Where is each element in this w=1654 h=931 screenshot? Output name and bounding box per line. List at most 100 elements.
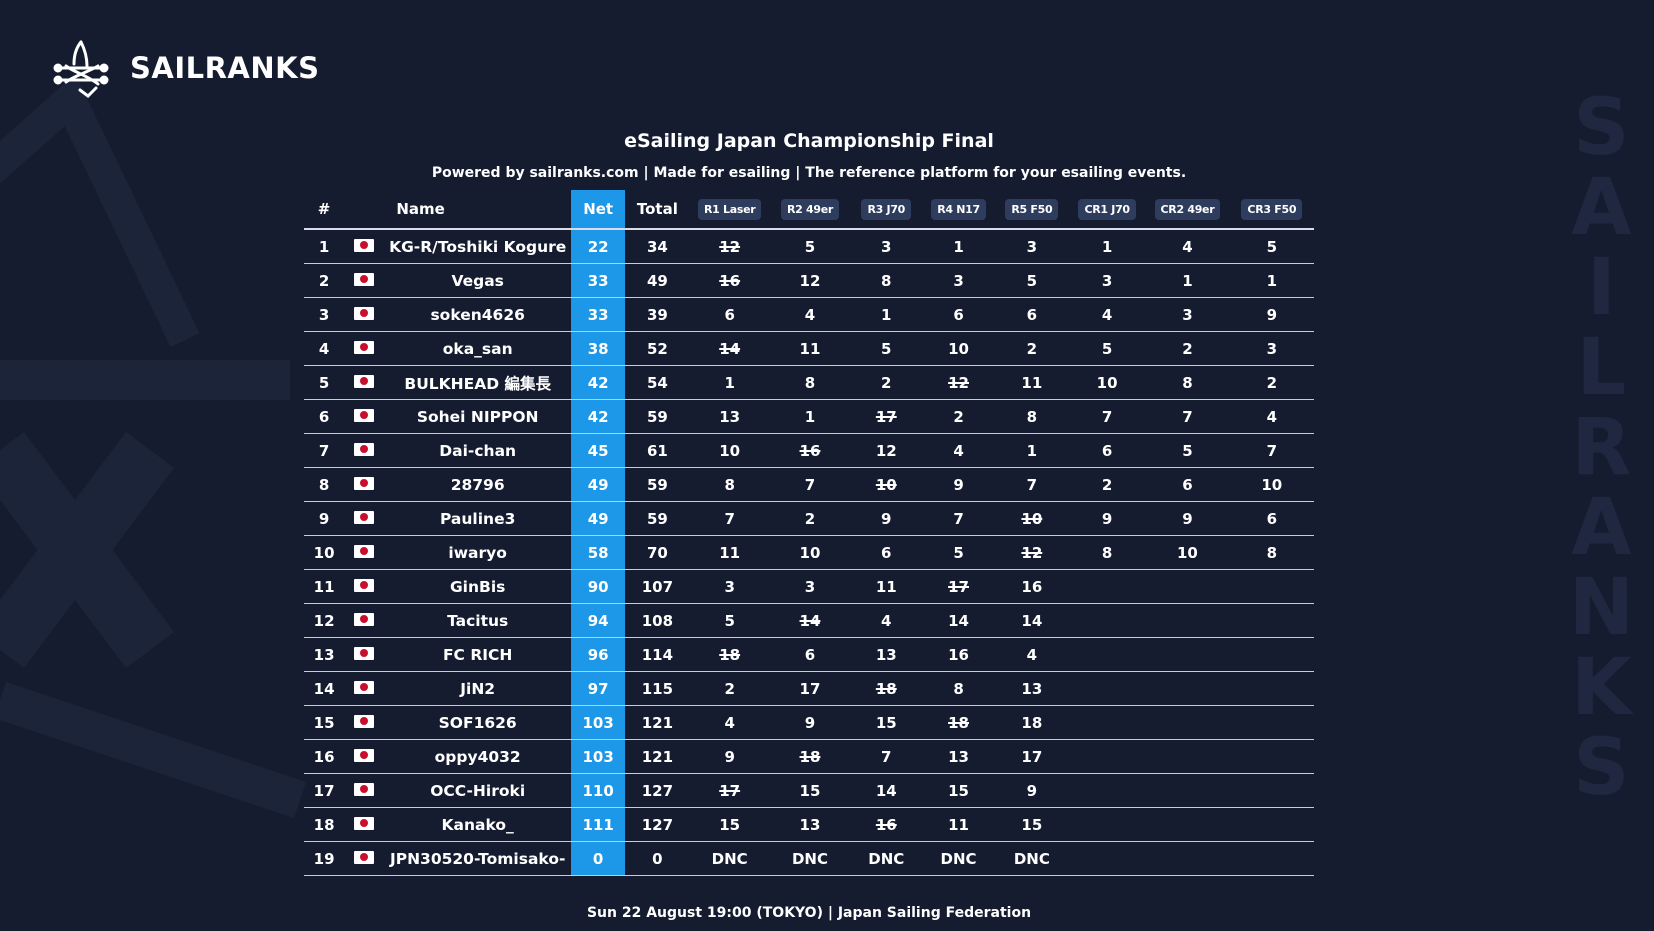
flag-cell [344,433,385,468]
race-score: 1 [1101,237,1113,256]
table-row[interactable]: 9 Pauline3 49 59 7 2 9 7 10 9 9 6 [304,501,1314,536]
table-row[interactable]: 1 KG-R/Toshiki Kogure 22 34 12 5 3 1 3 1 4 5 [304,229,1314,264]
race-cell: 6 [1068,433,1146,468]
flag-cell [344,399,385,434]
race-score: 12 [875,441,897,460]
net-cell: 103 [571,705,626,740]
race-score: 2 [724,679,735,698]
table-row[interactable]: 8 28796 49 59 8 7 10 9 7 2 6 10 [304,467,1314,502]
name-header[interactable]: Name [384,190,572,230]
discarded-score: 16 [719,271,741,290]
rank-cell: 12 [304,603,345,638]
race-score: 15 [948,781,969,800]
race-header[interactable]: R1 Laser [689,190,770,230]
race-cell: 1 [922,229,995,264]
total-cell: 59 [625,399,690,434]
race-cell: 2 [1068,467,1146,502]
flag-cell [344,297,385,332]
race-cell: 6 [1229,501,1314,536]
race-score: 3 [724,577,735,596]
net-header[interactable]: Net [571,190,626,230]
table-row[interactable]: 10 iwaryo 58 70 11 10 6 5 12 8 10 8 [304,535,1314,570]
table-row[interactable]: 15 SOF1626 103 121 4 9 15 18 18 [304,705,1314,740]
rank-header[interactable]: # [304,190,345,230]
table-row[interactable]: 4 oka_san 38 52 14 11 5 10 2 5 2 3 [304,331,1314,366]
race-cell: 3 [1145,297,1230,332]
table-row[interactable]: 17 OCC-Hiroki 110 127 17 15 14 15 9 [304,773,1314,808]
japan-flag-icon [354,850,375,864]
race-score: 7 [724,509,735,528]
page-subtitle: Powered by sailranks.com | Made for esai… [431,165,1187,181]
race-cell [1145,671,1230,706]
rank-cell: 7 [304,433,345,468]
race-cell: 7 [769,467,851,502]
table-row[interactable]: 18 Kanako_ 111 127 15 13 16 11 15 [304,807,1314,842]
race-cell: 4 [1068,297,1146,332]
race-score: 5 [804,237,816,256]
discarded-score: 17 [875,407,897,426]
race-cell: DNC [850,841,923,876]
race-cell: 5 [689,603,770,638]
race-score: 6 [724,305,735,324]
name-cell: Tacitus [384,603,572,638]
race-header[interactable]: R4 N17 [922,190,995,230]
race-cell [1229,637,1314,672]
name-cell: Vegas [384,263,572,298]
race-pill: R2 49er [780,198,839,220]
race-header[interactable]: R3 J70 [850,190,923,230]
race-cell: 1 [1145,263,1230,298]
race-score: 14 [875,781,897,800]
japan-flag-icon [354,544,375,558]
total-header[interactable]: Total [625,190,690,230]
table-row[interactable]: 3 soken4626 33 39 6 4 1 6 6 4 3 9 [304,297,1314,332]
race-cell: 17 [769,671,851,706]
race-header[interactable]: R2 49er [769,190,851,230]
race-score: 10 [948,339,969,358]
name-cell: oppy4032 [384,739,572,774]
table-row[interactable]: 11 GinBis 90 107 3 3 11 17 16 [304,569,1314,604]
race-score: 2 [1266,373,1278,392]
japan-flag-icon [354,714,375,728]
table-row[interactable]: 19 JPN30520-Tomisako- 0 0 DNC DNC DNC DNC DNC [304,841,1314,876]
table-row[interactable]: 2 Vegas 33 49 16 12 8 3 5 3 1 1 [304,263,1314,298]
brand-logo[interactable]: SAILRANKS [52,38,320,98]
name-cell: Dai-chan [384,433,572,468]
race-header[interactable]: CR2 49er [1145,190,1230,230]
race-score: 4 [724,713,735,732]
race-cell: 3 [922,263,995,298]
race-cell: 8 [850,263,923,298]
net-cell: 49 [571,467,626,502]
table-row[interactable]: 13 FC RICH 96 114 18 6 13 16 4 [304,637,1314,672]
race-cell [1068,671,1146,706]
race-header[interactable]: CR3 F50 [1229,190,1314,230]
race-header[interactable]: CR1 J70 [1068,190,1146,230]
table-row[interactable]: 5 BULKHEAD 編集長 42 54 1 8 2 12 11 10 8 2 [304,365,1314,400]
japan-flag-icon [354,374,375,388]
race-score: DNC [711,849,748,868]
event-footer: Sun 22 August 19:00 (TOKYO) | Japan Sail… [586,905,1032,921]
race-cell [1068,705,1146,740]
race-cell: 10 [769,535,851,570]
race-header[interactable]: R5 F50 [994,190,1069,230]
flag-cell [344,365,385,400]
side-watermark-letter: I [1586,243,1616,333]
race-cell [1068,637,1146,672]
race-cell: 16 [994,569,1069,604]
total-cell: 127 [625,807,690,842]
race-cell: 11 [769,331,851,366]
race-cell [1145,603,1230,638]
table-row[interactable]: 6 Sohei NIPPON 42 59 13 1 17 2 8 7 7 4 [304,399,1314,434]
net-cell: 42 [571,365,626,400]
race-cell [1145,773,1230,808]
table-row[interactable]: 16 oppy4032 103 121 9 18 7 13 17 [304,739,1314,774]
name-cell: Sohei NIPPON [384,399,572,434]
race-score: 6 [804,645,816,664]
race-pill: R4 N17 [931,198,986,220]
table-row[interactable]: 14 JiN2 97 115 2 17 18 8 13 [304,671,1314,706]
flag-cell [344,467,385,502]
japan-flag-icon [354,646,375,660]
table-row[interactable]: 12 Tacitus 94 108 5 14 4 14 14 [304,603,1314,638]
table-row[interactable]: 7 Dai-chan 45 61 10 16 12 4 1 6 5 7 [304,433,1314,468]
total-cell: 127 [625,773,690,808]
name-cell: iwaryo [384,535,572,570]
